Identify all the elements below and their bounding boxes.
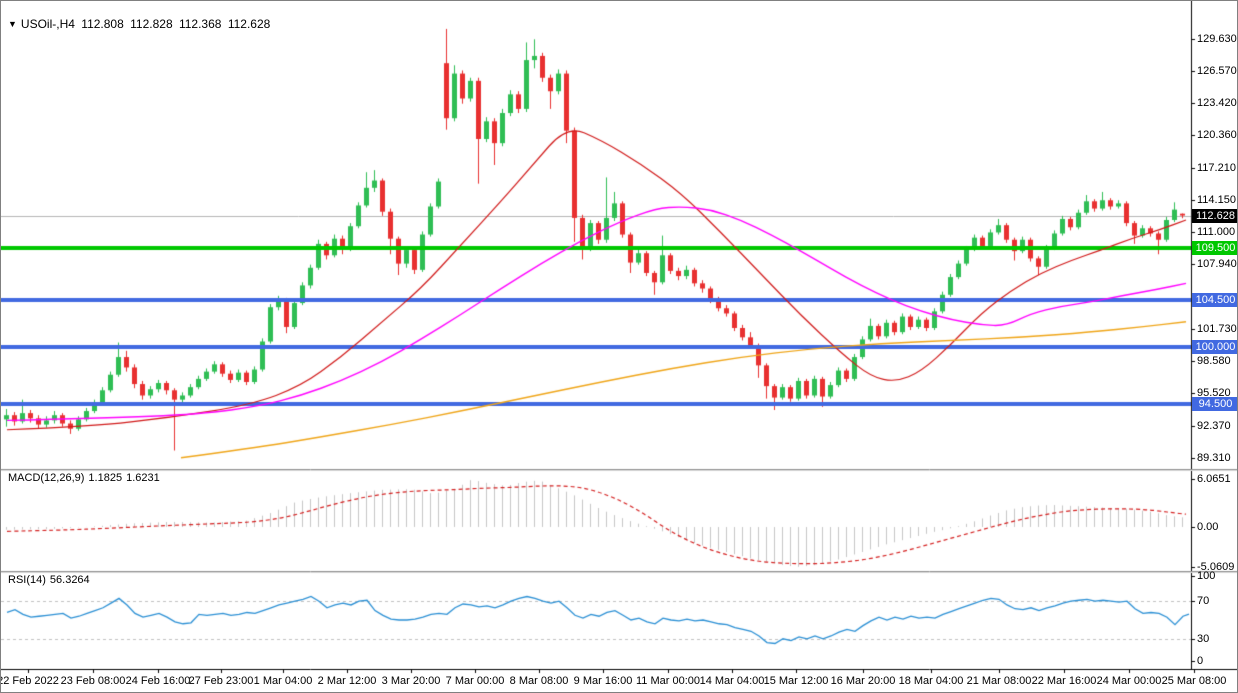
bid-price-badge: 112.628 <box>1192 208 1237 223</box>
time-axis-label: 15 Mar 12:00 <box>763 675 829 687</box>
hline-price-badge: 109.500 <box>1192 241 1237 256</box>
symbol-dropdown-icon[interactable]: ▼ <box>8 19 17 29</box>
hline-price-badge: 100.000 <box>1192 339 1237 354</box>
time-axis-label: 14 Mar 04:00 <box>699 675 765 687</box>
time-axis-label: 8 Mar 08:00 <box>509 675 569 687</box>
macd-axis-label: -5.0609 <box>1197 561 1235 573</box>
time-axis-label: 16 Mar 20:00 <box>830 675 896 687</box>
macd-axis-label: 0.00 <box>1197 521 1219 533</box>
time-axis-label: 3 Mar 20:00 <box>381 675 441 687</box>
time-axis-label: 25 Mar 08:00 <box>1161 675 1227 687</box>
hline-price-badge: 104.500 <box>1192 292 1237 307</box>
time-axis-label: 9 Mar 16:00 <box>573 675 633 687</box>
time-axis-label: 23 Feb 08:00 <box>60 675 126 687</box>
price-axis-label: 120.360 <box>1197 129 1237 141</box>
time-axis-label: 2 Mar 12:00 <box>317 675 377 687</box>
rsi-value: 56.3264 <box>49 574 90 586</box>
hline-price-badge: 94.500 <box>1192 396 1237 411</box>
price-axis-label: 101.730 <box>1197 323 1237 335</box>
price-axis-label: 98.580 <box>1197 355 1231 367</box>
symbol-timeframe-title: USOil-,H4 <box>20 17 75 31</box>
rsi-axis-label: 30 <box>1197 633 1210 645</box>
time-axis-label: 7 Mar 00:00 <box>445 675 505 687</box>
time-axis-label: 18 Mar 04:00 <box>898 675 964 687</box>
time-axis-label: 24 Feb 16:00 <box>125 675 191 687</box>
price-axis-label: 129.630 <box>1197 33 1237 45</box>
time-axis-label: 24 Mar 00:00 <box>1096 675 1162 687</box>
time-axis-label: 27 Feb 23:00 <box>188 675 254 687</box>
ohlc-open-value: 112.808 <box>81 17 124 31</box>
chart-header: ▼ USOil-,H4 112.808 112.828 112.368 112.6… <box>8 17 273 31</box>
price-axis-label: 95.520 <box>1197 387 1231 399</box>
rsi-name: RSI(14) <box>8 574 46 586</box>
rsi-indicator-label: RSI(14) 56.3264 <box>8 574 94 586</box>
rsi-axis-label: 70 <box>1197 595 1210 607</box>
price-axis-label: 92.370 <box>1197 420 1231 432</box>
macd-axis-label: 6.0651 <box>1197 473 1231 485</box>
macd-main-value: 1.1825 <box>88 472 123 484</box>
price-axis-label: 89.310 <box>1197 452 1231 464</box>
time-axis-label: 22 Mar 16:00 <box>1031 675 1097 687</box>
price-axis-label: 111.000 <box>1197 226 1236 238</box>
time-axis-label: 22 Feb 2022 <box>0 675 59 687</box>
price-axis-label: 107.940 <box>1197 258 1237 270</box>
rsi-axis-label: 0 <box>1197 655 1204 667</box>
ohlc-close-value: 112.628 <box>227 17 271 31</box>
price-axis-label: 117.210 <box>1197 162 1236 174</box>
price-axis-label: 126.570 <box>1197 65 1237 77</box>
time-axis-label: 21 Mar 08:00 <box>966 675 1032 687</box>
macd-signal-value: 1.6231 <box>126 472 160 484</box>
ohlc-low-value: 112.368 <box>178 17 222 31</box>
rsi-axis-label: 100 <box>1197 570 1216 582</box>
price-axis-label: 114.150 <box>1197 194 1236 206</box>
macd-indicator-label: MACD(12,26,9) 1.1825 1.6231 <box>8 472 164 484</box>
time-axis-label: 11 Mar 00:00 <box>635 675 701 687</box>
price-axis-label: 123.420 <box>1197 97 1237 109</box>
ohlc-high-value: 112.828 <box>130 17 173 31</box>
time-axis-label: 1 Mar 04:00 <box>253 675 313 687</box>
macd-name: MACD(12,26,9) <box>8 472 85 484</box>
